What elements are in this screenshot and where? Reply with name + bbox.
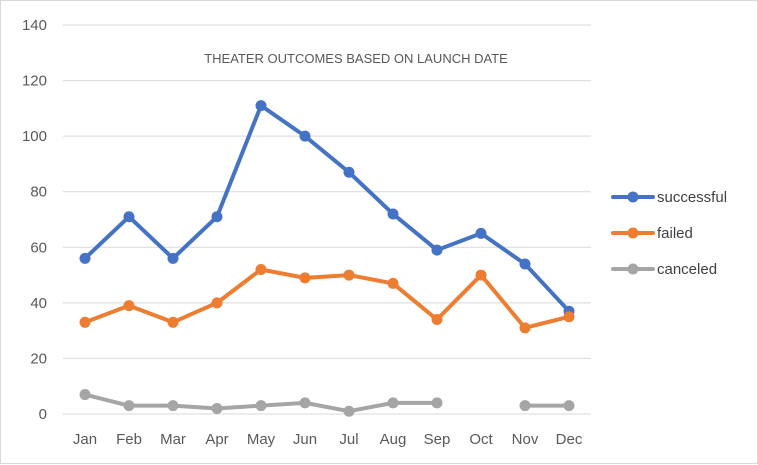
legend-item-failed: failed [611,225,693,242]
data-point-failed [123,300,135,312]
x-tick-label: Jun [293,431,317,448]
legend-swatch-marker [627,263,639,275]
data-point-failed [475,269,487,281]
series-line-failed [83,267,571,330]
legend: successful failed canceled [611,189,727,278]
x-tick-label: Aug [380,431,407,448]
y-tick-label: 0 [39,406,47,423]
series-lines [79,100,575,417]
data-point-canceled [519,400,531,412]
data-point-failed [343,269,355,281]
data-point-canceled [343,405,355,417]
data-point-failed [255,264,267,276]
x-axis-tick-labels: Jan Feb Mar Apr May Jun Jul Aug Sep Oct Nov Dec [73,431,583,448]
x-tick-label: Jul [339,431,358,448]
gridlines [63,24,591,415]
data-point-successful [255,100,267,112]
data-point-successful [519,258,531,270]
legend-label: canceled [657,261,717,278]
series-canceled [79,389,575,417]
data-point-failed [211,297,223,309]
legend-label: failed [657,225,693,242]
x-tick-label: May [247,431,276,448]
x-tick-label: Apr [205,431,228,448]
x-tick-label: Jan [73,431,97,448]
data-point-successful [343,166,355,178]
chart-title: THEATER OUTCOMES BASED ON LAUNCH DATE [204,51,508,66]
data-point-canceled [387,397,399,409]
data-point-failed [563,311,575,323]
data-point-canceled [563,400,575,412]
data-point-canceled [431,397,443,409]
data-point-failed [167,316,179,328]
y-tick-label: 60 [30,239,47,256]
data-point-successful [167,252,179,264]
data-point-successful [475,227,487,239]
data-point-failed [299,272,311,284]
data-point-canceled [79,389,91,401]
y-tick-label: 100 [22,128,47,145]
series-successful [79,100,575,317]
legend-label: successful [657,189,727,206]
data-point-failed [431,314,443,326]
series-failed [79,264,575,334]
series-line-successful [83,103,571,314]
x-tick-label: Dec [556,431,583,448]
y-tick-label: 40 [30,295,47,312]
data-point-canceled [123,400,135,412]
data-point-canceled [211,402,223,414]
y-tick-label: 140 [22,17,47,34]
data-point-failed [519,322,531,334]
data-point-successful [431,244,443,256]
data-point-successful [387,208,399,220]
data-point-successful [123,211,135,223]
x-tick-label: Oct [469,431,493,448]
data-point-failed [387,277,399,289]
y-tick-label: 20 [30,350,47,367]
data-point-canceled [167,400,179,412]
y-tick-label: 120 [22,73,47,90]
legend-item-canceled: canceled [611,261,717,278]
data-point-successful [299,130,311,142]
y-axis-tick-labels: 0 20 40 60 80 100 120 140 [22,17,47,423]
x-tick-label: Feb [116,431,142,448]
legend-swatch-marker [627,191,639,203]
x-tick-label: Mar [160,431,186,448]
legend-item-successful: successful [611,189,727,206]
data-point-successful [211,211,223,223]
x-tick-label: Nov [512,431,539,448]
data-point-successful [79,252,91,264]
x-tick-label: Sep [424,431,451,448]
y-tick-label: 80 [30,184,47,201]
data-point-canceled [299,397,311,409]
data-point-canceled [255,400,267,412]
legend-swatch-marker [627,227,639,239]
data-point-failed [79,316,91,328]
